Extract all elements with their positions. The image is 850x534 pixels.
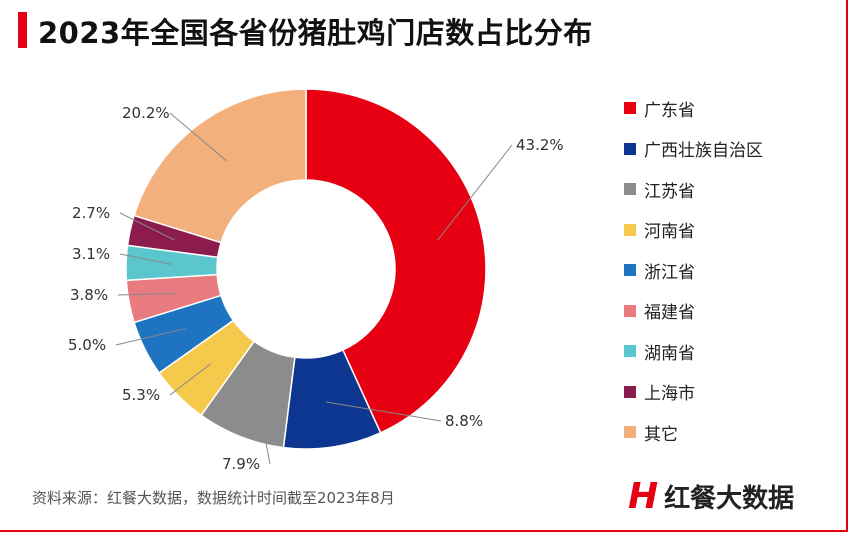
- logo-mark-icon: H: [628, 476, 659, 517]
- data-label-7: 2.7%: [72, 204, 110, 222]
- leader-line-6: [119, 253, 172, 265]
- data-label-8: 20.2%: [122, 104, 170, 122]
- source-note: 资料来源：红餐大数据，数据统计时间截至2023年8月: [32, 489, 395, 507]
- legend-item: 上海市: [624, 372, 763, 413]
- legend-label: 广西壮族自治区: [644, 141, 763, 162]
- leader-line-1: [326, 401, 442, 422]
- legend-label: 江苏省: [644, 181, 695, 202]
- legend-swatch: [624, 345, 636, 358]
- legend-label: 上海市: [644, 384, 695, 405]
- legend-item: 河南省: [624, 210, 763, 251]
- legend-swatch: [624, 142, 636, 155]
- legend-item: 浙江省: [624, 250, 763, 291]
- leader-line-7: [119, 212, 175, 241]
- logo: H 红餐大数据: [628, 476, 794, 517]
- data-label-0: 43.2%: [516, 136, 564, 154]
- legend-item: 其它: [624, 412, 763, 453]
- legend-item: 广东省: [624, 88, 763, 129]
- legend-item: 福建省: [624, 291, 763, 332]
- legend-label: 广东省: [644, 100, 695, 121]
- leader-line-3: [169, 363, 211, 396]
- logo-text: 红餐大数据: [664, 484, 795, 514]
- data-label-6: 3.1%: [72, 245, 110, 263]
- leader-line-2: [256, 394, 271, 465]
- data-label-5: 3.8%: [70, 286, 108, 304]
- legend-swatch: [624, 304, 636, 317]
- legend-label: 湖南省: [644, 343, 695, 364]
- legend-label: 福建省: [644, 303, 695, 324]
- legend-swatch: [624, 223, 636, 236]
- data-label-1: 8.8%: [445, 412, 483, 430]
- legend-swatch: [624, 102, 636, 115]
- legend-label: 其它: [644, 424, 678, 445]
- slice-8: [133, 88, 307, 244]
- leader-line-5: [117, 292, 174, 296]
- legend-item: 江苏省: [624, 169, 763, 210]
- legend-swatch: [624, 426, 636, 439]
- data-label-3: 5.3%: [122, 386, 160, 404]
- legend-label: 浙江省: [644, 262, 695, 283]
- legend-item: 广西壮族自治区: [624, 129, 763, 170]
- legend: 广东省广西壮族自治区 江苏省河南省浙江省福建省湖南省上海市其它: [624, 88, 763, 453]
- title-accent-bar: [18, 12, 27, 48]
- leader-line-4: [115, 328, 186, 346]
- legend-swatch: [624, 264, 636, 277]
- data-label-4: 5.0%: [68, 336, 106, 354]
- legend-swatch: [624, 385, 636, 398]
- leader-line-0: [437, 144, 513, 241]
- legend-item: 湖南省: [624, 331, 763, 372]
- legend-label: 河南省: [644, 222, 695, 243]
- slice-0: [305, 88, 487, 434]
- leader-line-8: [169, 112, 227, 162]
- legend-swatch: [624, 183, 636, 196]
- data-label-2: 7.9%: [222, 455, 260, 473]
- page-title: 2023年全国各省份猪肚鸡门店数占比分布: [38, 16, 593, 50]
